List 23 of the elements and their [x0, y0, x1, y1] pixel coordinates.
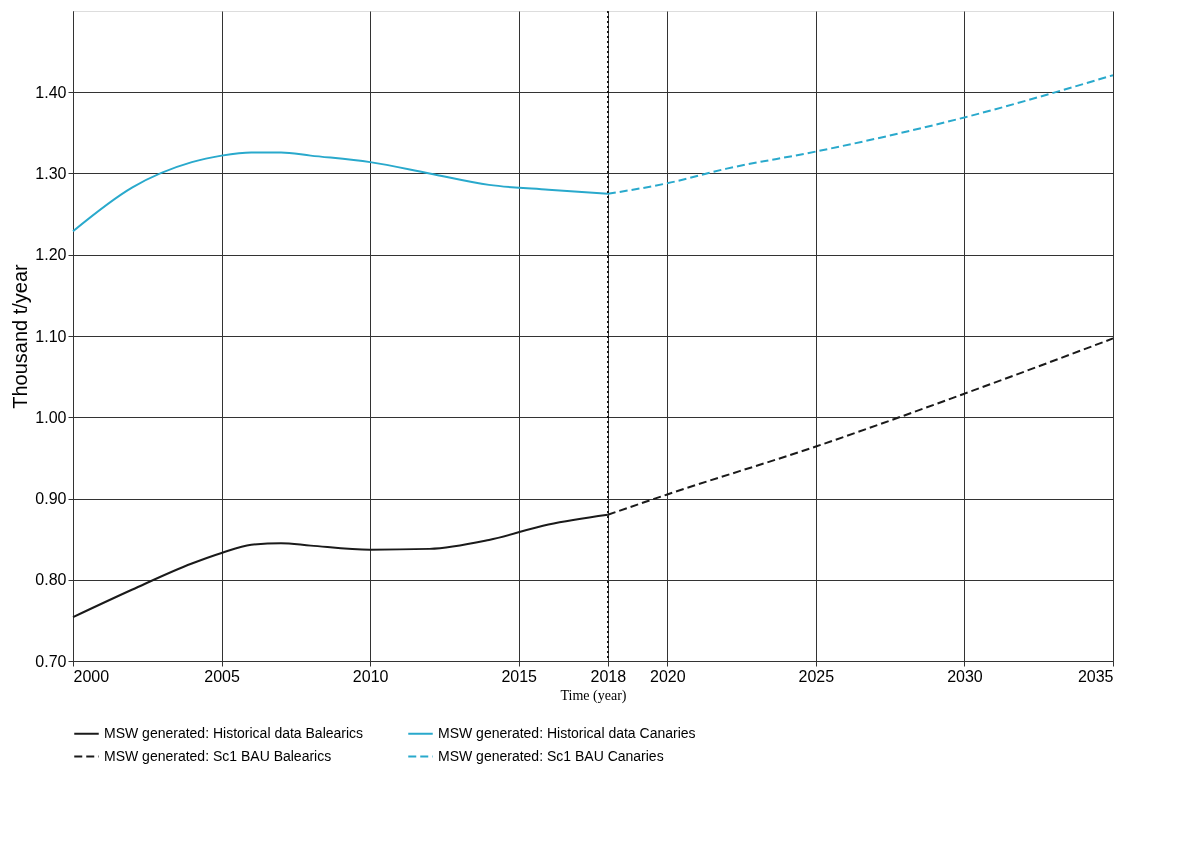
x-tick-label: 2020 — [649, 667, 686, 685]
x-tick-label: 2018 — [590, 667, 627, 685]
legend-label: MSW generated: Historical data Balearics — [104, 724, 364, 741]
y-tick-label: 1.40 — [35, 83, 67, 101]
legend-label: MSW generated: Sc1 BAU Balearics — [104, 747, 332, 764]
y-tick-label: 0.90 — [35, 490, 67, 507]
y-tick-label: 0.70 — [35, 652, 67, 670]
y-tick-label: 0.80 — [35, 571, 67, 589]
x-tick-label: 2025 — [798, 667, 835, 685]
y-tick-label: 1.20 — [35, 246, 67, 264]
legend-label: MSW generated: Sc1 BAU Canaries — [438, 747, 664, 764]
x-tick-label: 2005 — [204, 667, 240, 685]
x-tick-label: 2030 — [947, 667, 983, 685]
x-tick-label: 2000 — [73, 667, 110, 685]
x-tick-label: 2010 — [352, 667, 389, 685]
y-tick-label: 1.30 — [35, 165, 67, 182]
legend-label: MSW generated: Historical data Canaries — [438, 724, 696, 741]
y-axis-title: Thousand t/year — [9, 263, 32, 409]
y-tick-label: 1.00 — [35, 408, 67, 426]
y-tick-label: 1.10 — [35, 327, 67, 345]
x-axis-title: Time (year) — [560, 687, 627, 704]
x-tick-label: 2035 — [1077, 667, 1114, 685]
x-tick-label: 2015 — [501, 667, 538, 685]
